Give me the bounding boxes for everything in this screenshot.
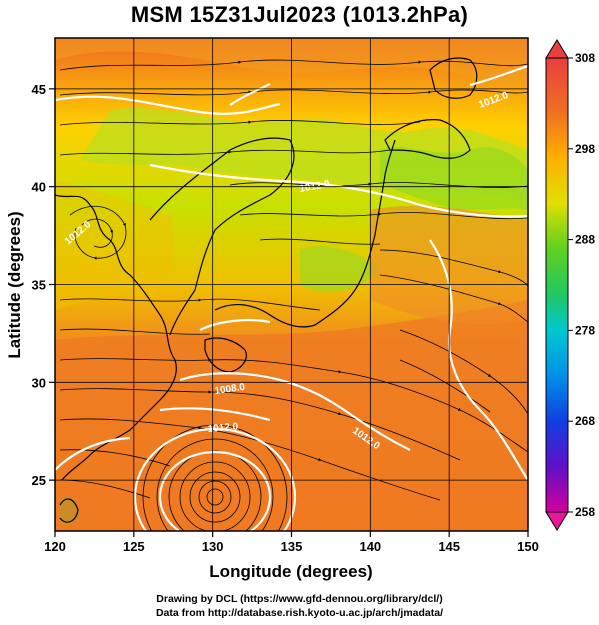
x-tick-label: 125: [123, 539, 145, 554]
x-axis-label: Longitude (degrees): [209, 562, 372, 581]
colorbar-tick-label: 278: [575, 323, 595, 337]
contour-label: 1012.0: [207, 421, 239, 435]
x-tick-label: 145: [438, 539, 460, 554]
colorbar-min-arrow: [545, 511, 569, 531]
y-axis-label: Latitude (degrees): [5, 211, 24, 358]
colorbar-max-arrow: [545, 39, 569, 59]
colorbar-tick-label: 298: [575, 142, 595, 156]
credit-data: Data from http://database.rish.kyoto-u.a…: [155, 607, 444, 619]
typhoon-circulation: [142, 424, 288, 531]
x-tick-label: 135: [281, 539, 303, 554]
contour-label: 1008.0: [214, 382, 246, 397]
colorbar-scale: [545, 57, 569, 513]
y-tick-label: 30: [32, 375, 46, 390]
latitude-axis: 25 30 35 40 45: [32, 82, 55, 488]
y-tick-label: 40: [32, 180, 46, 195]
x-tick-label: 150: [517, 539, 539, 554]
colorbar-tick-label: 258: [575, 505, 595, 519]
map-title: MSM 15Z31Jul2023 (1013.2hPa): [130, 2, 469, 27]
x-tick-label: 140: [359, 539, 381, 554]
y-tick-label: 35: [32, 278, 46, 293]
colorbar-tick-label: 308: [575, 51, 595, 65]
lat-lon-grid: [55, 38, 528, 531]
x-tick-label: 130: [202, 539, 224, 554]
x-tick-label: 120: [44, 539, 66, 554]
y-tick-label: 45: [32, 82, 46, 97]
colorbar-tick-label: 288: [575, 233, 595, 247]
colorbar: 308 298 288 278 268 258: [545, 39, 595, 531]
credit-drawing: Drawing by DCL (https://www.gfd-dennou.o…: [156, 593, 443, 605]
y-tick-label: 25: [32, 473, 46, 488]
colorbar-tick-label: 268: [575, 414, 595, 428]
longitude-axis: 120 125 130 135 140 145 150: [44, 531, 539, 554]
